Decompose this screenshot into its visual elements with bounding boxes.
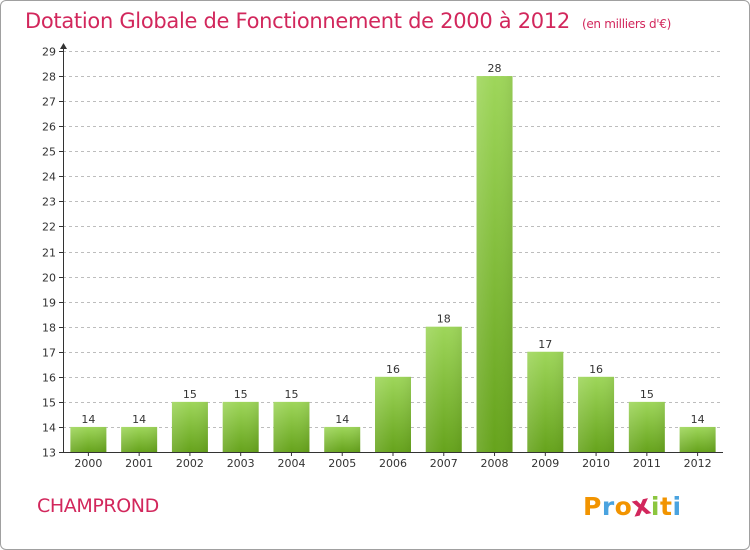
data-label-2012: 14 bbox=[691, 413, 705, 426]
y-tick-label: 16 bbox=[42, 372, 56, 385]
x-tick-label-2006: 2006 bbox=[379, 457, 407, 470]
x-tick-label-2008: 2008 bbox=[481, 457, 509, 470]
y-tick-label: 19 bbox=[42, 297, 56, 310]
x-tick-label-2000: 2000 bbox=[74, 457, 102, 470]
bar-shade-2009 bbox=[527, 351, 564, 452]
data-label-2003: 15 bbox=[234, 388, 248, 401]
chart-title: Dotation Globale de Fonctionnement de 20… bbox=[25, 9, 671, 33]
bar-shade-2000 bbox=[70, 426, 107, 452]
y-tick-label: 14 bbox=[42, 422, 56, 435]
data-label-2004: 15 bbox=[284, 388, 298, 401]
y-tick-label: 28 bbox=[42, 71, 56, 84]
bar-shade-2003 bbox=[222, 401, 259, 452]
y-tick-label: 13 bbox=[42, 447, 56, 460]
data-label-2000: 14 bbox=[81, 413, 95, 426]
bar-shade-2007 bbox=[425, 326, 462, 452]
y-tick-label: 26 bbox=[42, 121, 56, 134]
x-tick-label-2011: 2011 bbox=[633, 457, 661, 470]
bars: 14 14 15 15 15 14 16 18 28 17 16 15 14 bbox=[70, 62, 716, 452]
x-tick-label-2005: 2005 bbox=[328, 457, 356, 470]
data-label-2001: 14 bbox=[132, 413, 146, 426]
bar-shade-2011 bbox=[628, 401, 665, 452]
x-tick-label-2012: 2012 bbox=[684, 457, 712, 470]
y-tick-label: 17 bbox=[42, 347, 56, 360]
data-label-2007: 18 bbox=[437, 313, 451, 326]
axes: 13 14 15 16 17 18 19 20 21 22 23 24 25 26 27 28 29 2000 20… bbox=[42, 43, 723, 470]
logo-letter: o bbox=[614, 492, 633, 521]
data-label-2008: 28 bbox=[488, 62, 502, 75]
data-label-2002: 15 bbox=[183, 388, 197, 401]
y-tick-label: 20 bbox=[42, 272, 56, 285]
bar-shade-2002 bbox=[171, 401, 208, 452]
bar-shade-2001 bbox=[121, 426, 158, 452]
x-tick-label-2009: 2009 bbox=[531, 457, 559, 470]
commune-name: CHAMPROND bbox=[37, 495, 159, 517]
data-label-2009: 17 bbox=[538, 338, 552, 351]
logo-letter: i bbox=[672, 492, 682, 521]
bar-shade-2008 bbox=[476, 76, 513, 452]
bar-shade-2005 bbox=[324, 426, 361, 452]
bar-shade-2010 bbox=[578, 376, 615, 452]
y-tick-label: 25 bbox=[42, 146, 56, 159]
y-axis-arrow bbox=[60, 43, 67, 49]
x-tick-label-2010: 2010 bbox=[582, 457, 610, 470]
bar-shade-2012 bbox=[679, 426, 716, 452]
y-tick-label: 27 bbox=[42, 96, 56, 109]
chart-title-text: Dotation Globale de Fonctionnement de 20… bbox=[25, 9, 570, 33]
logo-letter: P bbox=[583, 492, 602, 521]
y-tick-label: 23 bbox=[42, 196, 56, 209]
bar-shade-2006 bbox=[375, 376, 411, 452]
x-tick-label-2004: 2004 bbox=[277, 457, 305, 470]
data-label-2006: 16 bbox=[386, 363, 400, 376]
data-label-2011: 15 bbox=[640, 388, 654, 401]
y-tick-label: 18 bbox=[42, 322, 56, 335]
logo-letter: t bbox=[660, 492, 673, 521]
y-tick-label: 15 bbox=[42, 397, 56, 410]
chart-unit: (en milliers d'€) bbox=[581, 17, 671, 31]
x-tick-label-2002: 2002 bbox=[176, 457, 204, 470]
y-tick-label: 22 bbox=[42, 221, 56, 234]
y-tick-label: 21 bbox=[42, 247, 56, 260]
data-label-2005: 14 bbox=[335, 413, 349, 426]
data-label-2010: 16 bbox=[589, 363, 603, 376]
x-tick-label-2007: 2007 bbox=[430, 457, 458, 470]
y-tick-label: 29 bbox=[42, 46, 56, 59]
logo-letter: i bbox=[650, 492, 660, 521]
y-tick-label: 24 bbox=[42, 171, 56, 184]
bar-shade-2004 bbox=[273, 401, 310, 452]
x-tick-label-2003: 2003 bbox=[227, 457, 255, 470]
logo-letter: r bbox=[601, 492, 615, 521]
x-tick-label-2001: 2001 bbox=[125, 457, 153, 470]
proxiti-logo: Proxiti bbox=[583, 487, 682, 523]
